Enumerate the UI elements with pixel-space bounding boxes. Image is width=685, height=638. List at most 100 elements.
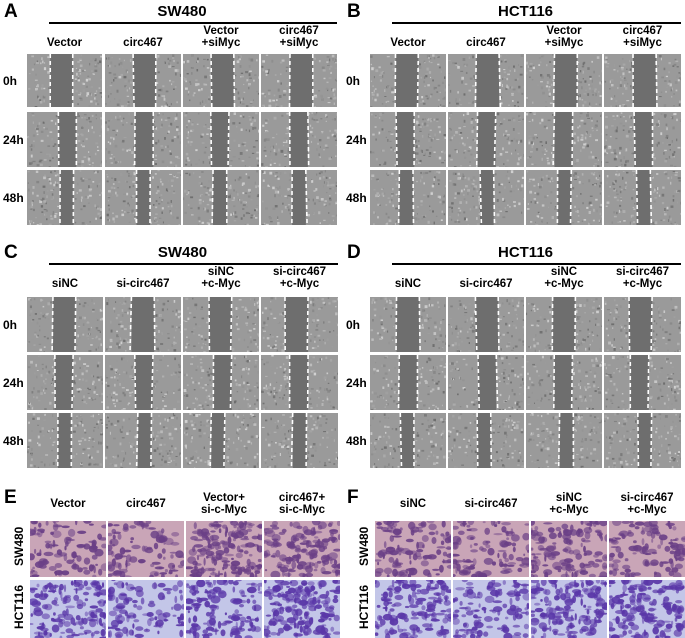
panel-b-column-label: Vector: [390, 37, 426, 49]
panel-f-row-label: HCT116: [357, 585, 371, 630]
panel-d-column-label: si-circ467 +c-Myc: [615, 266, 670, 290]
panel-b-row-label: 0h: [346, 73, 361, 88]
panel-a-wound-image: [105, 170, 181, 225]
panel-a-wound-image: [27, 112, 102, 167]
panel-a-wound-image: [261, 170, 337, 225]
panel-d-wound-image: [370, 297, 446, 352]
panel-b-title: HCT116: [497, 3, 554, 20]
panel-a-row-label: 48h: [3, 190, 24, 205]
panel-d-wound-image: [604, 297, 681, 352]
panel-e-letter: E: [4, 487, 17, 508]
panel-b-wound-image: [370, 170, 446, 225]
panel-c-row-label: 24h: [3, 375, 24, 390]
panel-d-column-label: siNC: [394, 278, 422, 290]
panel-e-transwell-image: [30, 521, 106, 577]
panel-c-wound-image: [27, 413, 103, 468]
panel-e-column-label: circ467+ si-c-Myc: [278, 492, 326, 516]
panel-b-wound-image: [604, 112, 681, 167]
panel-a-title-rule: [49, 22, 337, 24]
panel-d-wound-image: [526, 413, 602, 468]
panel-a-wound-image: [261, 112, 337, 167]
panel-b-wound-image: [526, 54, 602, 107]
panel-b-wound-image: [526, 170, 602, 225]
panel-e-transwell-image: [108, 580, 184, 638]
panel-c-column-label: si-circ467 +c-Myc: [272, 266, 327, 290]
panel-f-transwell-image: [453, 580, 529, 638]
panel-a-row-label: 24h: [3, 132, 24, 147]
panel-c-row-label: 0h: [3, 317, 18, 332]
panel-a-wound-image: [183, 54, 259, 107]
panel-e-row-label: HCT116: [12, 585, 26, 630]
panel-f-column-label: siNC +c-Myc: [549, 492, 589, 516]
panel-f-transwell-image: [375, 580, 451, 638]
panel-d-column-label: si-circ467: [459, 278, 513, 290]
panel-c-wound-image: [261, 297, 338, 352]
panel-b-column-label: Vector +siMyc: [544, 25, 584, 49]
panel-c-wound-image: [27, 297, 103, 352]
panel-c-wound-image: [183, 413, 259, 468]
panel-d-row-label: 48h: [346, 433, 367, 448]
panel-b-column-label: circ467: [466, 37, 506, 49]
panel-c-wound-image: [27, 355, 103, 410]
panel-a-column-label: Vector: [46, 37, 83, 49]
panel-a-column-label: Vector +siMyc: [201, 25, 241, 49]
panel-c-wound-image: [261, 355, 338, 410]
panel-a-wound-image: [27, 54, 102, 107]
panel-c-letter: C: [4, 242, 18, 263]
panel-b-wound-image: [604, 170, 681, 225]
panel-a-wound-image: [105, 112, 181, 167]
panel-d-wound-image: [448, 297, 524, 352]
panel-a-column-label: circ467 +siMyc: [279, 25, 319, 49]
panel-d-row-label: 24h: [346, 375, 367, 390]
panel-b-column-label: circ467 +siMyc: [622, 25, 663, 49]
panel-f-transwell-image: [375, 521, 451, 577]
panel-e-transwell-image: [186, 521, 262, 577]
panel-a-wound-image: [183, 170, 259, 225]
panel-d-wound-image: [604, 413, 681, 468]
panel-f-transwell-image: [531, 521, 607, 577]
panel-d-wound-image: [526, 355, 602, 410]
panel-d-wound-image: [370, 413, 446, 468]
panel-b-row-label: 24h: [346, 132, 367, 147]
panel-b-wound-image: [448, 54, 524, 107]
panel-f-row-label: SW480: [357, 526, 371, 566]
panel-d-column-label: siNC +c-Myc: [544, 266, 584, 290]
panel-d-title-rule: [392, 263, 681, 265]
panel-c-column-label: siNC: [51, 278, 79, 290]
panel-b-letter: B: [347, 1, 361, 22]
panel-e-transwell-image: [30, 580, 106, 638]
panel-c-title-rule: [49, 263, 338, 265]
panel-a-letter: A: [4, 1, 18, 22]
panel-f-letter: F: [347, 487, 359, 508]
panel-c-row-label: 48h: [3, 433, 24, 448]
panel-c-wound-image: [105, 413, 181, 468]
panel-e-transwell-image: [108, 521, 184, 577]
panel-b-wound-image: [370, 54, 446, 107]
panel-e-transwell-image: [186, 580, 262, 638]
panel-e-column-label: circ467: [126, 498, 166, 510]
panel-f-transwell-image: [453, 521, 529, 577]
panel-f-transwell-image: [609, 580, 685, 638]
panel-d-wound-image: [448, 355, 524, 410]
panel-a-wound-image: [27, 170, 102, 225]
panel-e-transwell-image: [264, 521, 340, 577]
panel-a-column-label: circ467: [123, 37, 163, 49]
panel-d-wound-image: [370, 355, 446, 410]
panel-c-wound-image: [261, 413, 338, 468]
panel-b-wound-image: [370, 112, 446, 167]
panel-d-letter: D: [347, 242, 361, 263]
panel-e-column-label: Vector+ si-c-Myc: [200, 492, 248, 516]
panel-d-row-label: 0h: [346, 317, 361, 332]
panel-c-title: SW480: [157, 244, 208, 261]
panel-a-title: SW480: [157, 3, 207, 20]
panel-f-transwell-image: [609, 521, 685, 577]
panel-c-wound-image: [183, 297, 259, 352]
panel-a-wound-image: [261, 54, 337, 107]
panel-d-wound-image: [604, 355, 681, 410]
panel-c-column-label: siNC +c-Myc: [201, 266, 241, 290]
panel-a-wound-image: [183, 112, 259, 167]
panel-c-wound-image: [183, 355, 259, 410]
panel-b-wound-image: [604, 54, 681, 107]
panel-b-wound-image: [448, 170, 524, 225]
panel-b-title-rule: [392, 22, 681, 24]
